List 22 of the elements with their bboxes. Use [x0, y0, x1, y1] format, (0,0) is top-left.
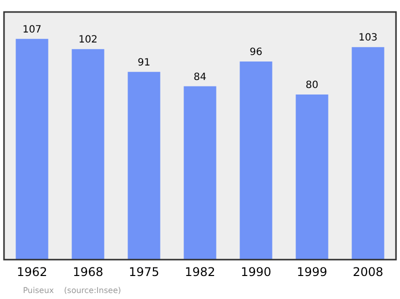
data-label: 107 [22, 24, 42, 36]
x-tick-label: 1968 [72, 264, 104, 279]
data-label: 96 [250, 47, 262, 58]
bar [128, 72, 160, 260]
x-tick-label: 1975 [128, 264, 160, 279]
bar [72, 49, 104, 260]
text: Puiseux (source:Insee) [23, 286, 121, 295]
bar [16, 38, 48, 260]
bar [352, 47, 384, 260]
data-label: 102 [78, 34, 98, 46]
bar [240, 62, 272, 260]
x-tick-label: 1990 [240, 264, 272, 279]
x-tick-label: 1999 [296, 264, 328, 279]
x-tick-label: 1982 [184, 264, 216, 279]
data-label: 103 [358, 32, 378, 44]
bar [184, 86, 216, 260]
bar [296, 94, 328, 260]
data-label: 91 [138, 57, 150, 68]
x-tick-label: 1962 [16, 264, 48, 279]
data-label: 80 [306, 80, 318, 92]
x-tick-label: 2008 [352, 264, 384, 279]
data-label: 84 [194, 72, 206, 83]
